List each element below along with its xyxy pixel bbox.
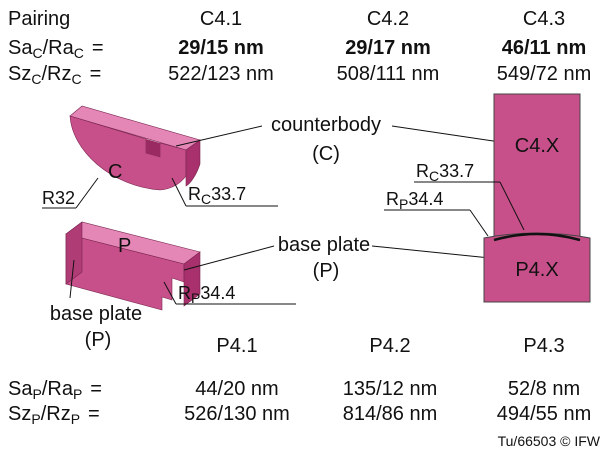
sz-rz-p-label: SzP/RzP = xyxy=(8,403,100,427)
base-plate-sa-ra-3: 52/8 nm xyxy=(508,378,580,400)
px-label: P4.X xyxy=(515,259,558,281)
rp-leader-left xyxy=(163,281,296,305)
counterbody-shape xyxy=(69,105,201,191)
r32-leader xyxy=(42,177,99,209)
rc-label-left: RC33.7 xyxy=(188,184,246,207)
sa-ra-p-label: SaP/RaP = xyxy=(8,378,102,402)
base-plate-name-1: P4.1 xyxy=(216,335,257,357)
base-plate-sa-ra-2: 135/12 nm xyxy=(343,378,438,400)
rc-label-right: RC33.7 xyxy=(416,161,474,184)
base-plate-abbr: (P) xyxy=(313,260,340,282)
base-plate-shape xyxy=(65,221,201,311)
px-base-plate-rect xyxy=(483,232,591,303)
base-plate-name-3: P4.3 xyxy=(523,335,564,357)
left-base-plate-leader xyxy=(69,259,75,299)
base-plate-name-2: P4.2 xyxy=(369,335,410,357)
base-plate-sz-rz-3: 494/55 nm xyxy=(497,403,592,425)
cx-label: C4.X xyxy=(515,135,559,157)
base-plate-leader-left xyxy=(183,245,275,271)
counterbody-sz-rz-1: 522/123 nm xyxy=(168,63,274,85)
counterbody-label: counterbody xyxy=(271,114,381,136)
counterbody-sz-rz-3: 549/72 nm xyxy=(497,63,592,85)
counterbody-abbr: (C) xyxy=(312,143,340,165)
sz-rz-c-label: SzC/RzC = xyxy=(8,63,101,87)
rc-leader-right xyxy=(414,181,525,231)
counterbody-leader-left xyxy=(175,125,263,147)
pairing-label: Pairing xyxy=(8,8,70,30)
counterbody-name-1: C4.1 xyxy=(200,8,242,30)
footer-credit: Tu/66503 © IFW xyxy=(498,433,601,449)
base-plate-sz-rz-2: 814/86 nm xyxy=(343,403,438,425)
base-plate-leader-right xyxy=(371,245,491,259)
base-plate-label: base plate xyxy=(278,234,370,256)
counterbody-sa-ra-3: 46/11 nm xyxy=(502,37,587,59)
counterbody-sa-ra-2: 29/17 nm xyxy=(345,37,431,59)
base-plate-sz-rz-1: 526/130 nm xyxy=(184,403,290,425)
r32-label: R32 xyxy=(42,188,75,208)
base-plate-sa-ra-1: 44/20 nm xyxy=(195,378,278,400)
rp-leader-right xyxy=(384,209,489,237)
rc-leader-left xyxy=(171,177,278,207)
counterbody-name-3: C4.3 xyxy=(523,8,565,30)
counterbody-sz-rz-2: 508/111 nm xyxy=(337,63,440,85)
left-base-plate-abbr: (P) xyxy=(85,329,112,351)
rp-label-left: RP34.4 xyxy=(178,283,235,306)
sa-ra-c-label: SaC/RaC = xyxy=(8,37,104,61)
counterbody-leader-right xyxy=(391,125,501,143)
left-base-plate-label: base plate xyxy=(50,303,142,325)
rp-label-right: RP34.4 xyxy=(386,189,443,212)
base-plate-p-letter: P xyxy=(118,235,131,257)
counterbody-name-2: C4.2 xyxy=(367,8,409,30)
counterbody-c-letter: C xyxy=(108,161,122,183)
counterbody-sa-ra-1: 29/15 nm xyxy=(178,37,264,59)
cx-counterbody-rect xyxy=(493,93,581,241)
